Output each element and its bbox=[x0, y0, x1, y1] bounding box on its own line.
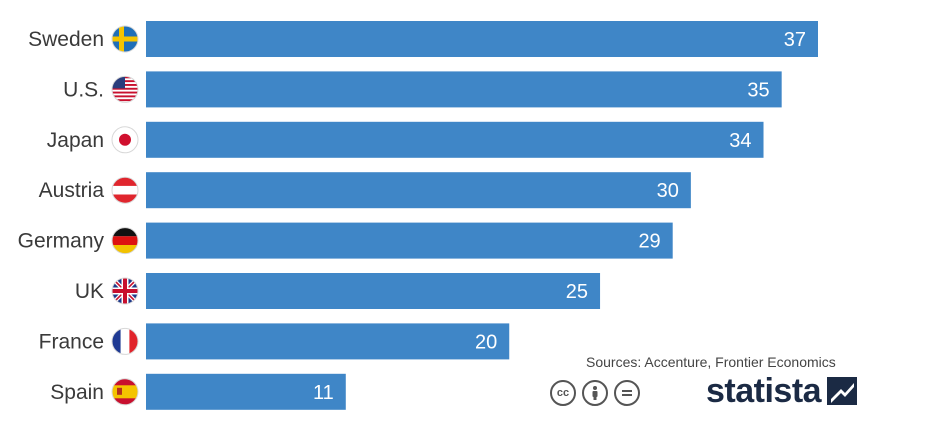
bar bbox=[146, 121, 764, 158]
us-flag-icon bbox=[111, 75, 139, 103]
bar bbox=[146, 273, 601, 309]
value-label: 20 bbox=[475, 331, 497, 353]
sweden-flag-icon bbox=[111, 25, 139, 53]
attribution-icon bbox=[582, 380, 608, 406]
category-label: Sweden bbox=[28, 28, 104, 51]
cc-icon: cc bbox=[550, 380, 576, 406]
category-label: Japan bbox=[47, 129, 104, 152]
value-label: 30 bbox=[657, 180, 679, 202]
germany-flag-icon bbox=[111, 227, 139, 255]
france-flag-icon bbox=[111, 327, 139, 355]
value-label: 34 bbox=[729, 130, 751, 152]
statista-brand: statista bbox=[706, 372, 858, 410]
uk-flag-icon bbox=[111, 277, 139, 305]
austria-flag-icon bbox=[111, 176, 139, 204]
category-label: Spain bbox=[50, 381, 104, 404]
value-label: 11 bbox=[313, 382, 334, 404]
value-label: 29 bbox=[638, 231, 660, 253]
bar bbox=[146, 71, 782, 108]
category-label: UK bbox=[75, 280, 104, 303]
japan-flag-icon bbox=[111, 126, 139, 154]
value-label: 25 bbox=[566, 281, 588, 303]
category-label: Austria bbox=[39, 179, 105, 202]
category-label: France bbox=[39, 330, 104, 353]
brand-name: statista bbox=[706, 372, 822, 410]
category-label: U.S. bbox=[63, 78, 104, 101]
bar bbox=[146, 21, 818, 57]
bar bbox=[146, 172, 691, 209]
bar bbox=[146, 323, 510, 360]
bar bbox=[146, 222, 673, 259]
source-note: Sources: Accenture, Frontier Economics bbox=[586, 354, 836, 370]
value-label: 35 bbox=[747, 79, 769, 101]
value-label: 37 bbox=[784, 29, 806, 51]
statista-logo-icon bbox=[827, 377, 858, 405]
license-icons: cc bbox=[550, 380, 640, 406]
bar bbox=[146, 373, 346, 410]
category-label: Germany bbox=[18, 230, 105, 253]
spain-flag-icon bbox=[111, 378, 139, 406]
no-derivatives-icon bbox=[614, 380, 640, 406]
